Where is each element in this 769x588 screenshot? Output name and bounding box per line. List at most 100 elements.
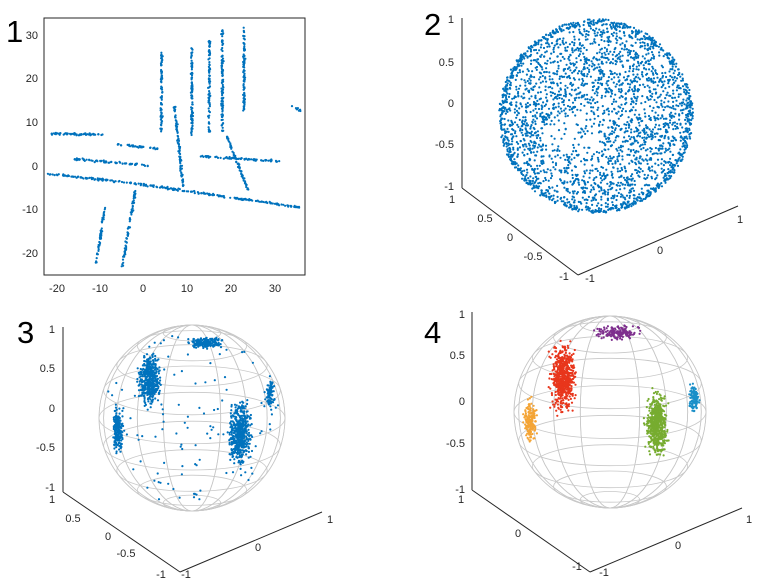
scatter-point [646, 192, 649, 195]
scatter-point [618, 36, 621, 39]
scatter-point [588, 98, 592, 101]
scatter-point [674, 124, 677, 127]
scatter-point [650, 95, 654, 98]
scatter-point [647, 98, 650, 101]
scatter-point [506, 79, 509, 82]
scatter-point [658, 51, 661, 54]
scatter-point [233, 458, 236, 461]
scatter-point [656, 182, 660, 185]
scatter-point [545, 70, 548, 74]
scatter-point [546, 190, 550, 193]
scatter-point [565, 27, 568, 30]
scatter-point [626, 204, 629, 207]
scatter-point [684, 88, 687, 91]
scatter-point [147, 357, 150, 360]
scatter-point [528, 55, 531, 58]
scatter-point [149, 398, 152, 401]
scatter-point [653, 132, 656, 135]
scatter-point [617, 152, 621, 155]
scatter-point [541, 80, 545, 83]
scatter-point [593, 177, 596, 180]
scatter-point [153, 392, 156, 395]
scatter-point [617, 80, 620, 83]
scatter-point [636, 95, 639, 98]
scatter-point [559, 43, 562, 46]
scatter-point [690, 104, 693, 107]
scatter-point [145, 353, 149, 356]
scatter-point [672, 89, 675, 92]
scatter-point [626, 153, 629, 156]
p1-xtick: 0 [140, 283, 146, 295]
scatter-point [578, 38, 581, 41]
scatter-point [628, 162, 631, 165]
scatter-point [563, 196, 566, 199]
scatter-point [605, 50, 609, 53]
scatter-point [582, 52, 585, 55]
scatter-point [651, 109, 654, 112]
scatter-point [524, 106, 528, 109]
scatter-point [607, 110, 611, 113]
scatter-point [556, 38, 559, 41]
scatter-point [662, 176, 665, 179]
scatter-point [684, 118, 687, 121]
scatter-point [519, 129, 522, 132]
scatter-point [590, 106, 593, 109]
scatter-point [535, 179, 538, 182]
scatter-point [498, 109, 501, 112]
scatter-point [534, 107, 537, 110]
scatter-point [630, 143, 633, 146]
scatter-point [177, 142, 180, 145]
scatter-point [623, 123, 626, 126]
scatter-point [537, 61, 540, 64]
scatter-point [524, 175, 527, 178]
scatter-point [628, 194, 632, 197]
scatter-point [623, 45, 627, 48]
p1-xtick: 30 [269, 283, 281, 295]
scatter-point [190, 59, 193, 62]
scatter-point [510, 155, 513, 158]
scatter-point [619, 149, 622, 152]
scatter-point [528, 77, 531, 80]
scatter-point [591, 62, 594, 65]
scatter-point [150, 402, 153, 405]
scatter-point [544, 37, 547, 40]
scatter-point [146, 381, 149, 384]
scatter-point [568, 77, 572, 80]
scatter-point [55, 173, 58, 176]
scatter-point [550, 135, 553, 138]
scatter-point [154, 390, 157, 394]
scatter-point [507, 142, 510, 145]
scatter-point [621, 113, 624, 116]
scatter-point [134, 145, 137, 148]
scatter-point [648, 86, 651, 89]
sphere-outline [98, 324, 286, 512]
scatter-point [151, 184, 154, 187]
scatter-point [152, 363, 155, 366]
scatter-point [243, 94, 246, 98]
scatter-point [595, 204, 599, 207]
scatter-point [609, 50, 612, 53]
scatter-point [176, 131, 179, 134]
scatter-point [609, 155, 612, 158]
scatter-point [525, 73, 529, 76]
scatter-point [243, 38, 246, 41]
scatter-point [666, 91, 669, 94]
scatter-point [650, 130, 653, 133]
scatter-point [510, 101, 513, 104]
scatter-point [243, 78, 246, 81]
scatter-point [624, 92, 627, 95]
scatter-point [553, 116, 556, 119]
scatter-point [518, 71, 522, 74]
scatter-point [580, 32, 583, 35]
scatter-point [571, 207, 574, 211]
scatter-point [687, 92, 690, 95]
p2-xtick: 0 [657, 245, 663, 257]
scatter-point [617, 117, 620, 120]
scatter-point [220, 113, 223, 116]
scatter-point [673, 143, 676, 146]
scatter-point [660, 135, 663, 138]
scatter-point [143, 400, 146, 403]
scatter-point [556, 154, 559, 157]
scatter-point [539, 113, 542, 117]
scatter-point [573, 105, 576, 108]
